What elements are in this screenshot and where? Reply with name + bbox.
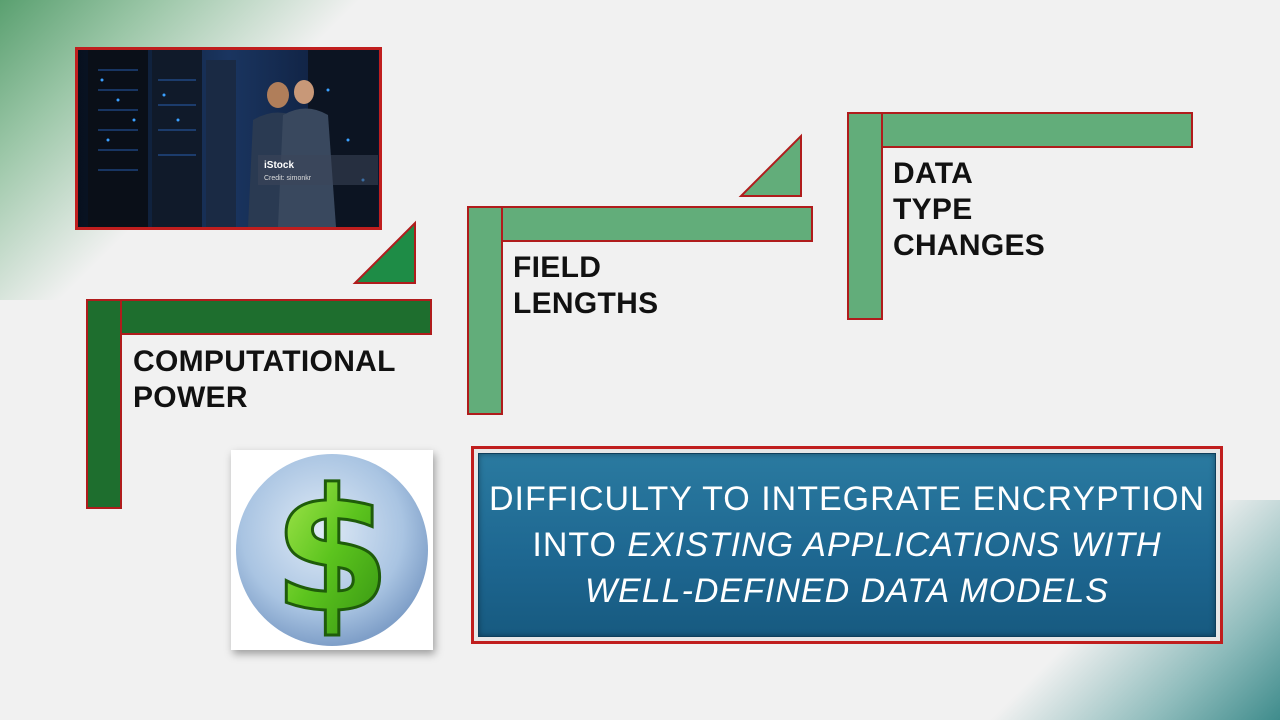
server-room-illustration: iStock Credit: simonkr: [78, 50, 379, 227]
banner-line-2-plain: INTO: [532, 526, 628, 564]
photo-credit: Credit: simonkr: [264, 175, 312, 182]
banner-line-3: WELL-DEFINED DATA MODELS: [489, 568, 1205, 614]
step-3-top-bar: [847, 112, 1193, 148]
step-3-label: DATA TYPE CHANGES: [893, 156, 1045, 264]
dollar-sign-icon: $: [236, 452, 428, 653]
step-1-label: COMPUTATIONAL POWER: [133, 344, 396, 416]
step-1-side-bar: [86, 299, 122, 509]
step-1-label-line2: POWER: [133, 381, 248, 414]
photo-watermark: iStock: [264, 160, 294, 171]
step-1-top-bar: [86, 299, 432, 335]
step-2-side-bar: [467, 206, 503, 415]
step-3-side-bar: [847, 112, 883, 320]
step-3-label-line2: CHANGES: [893, 229, 1046, 262]
dollar-icon: $: [231, 450, 433, 653]
dollar-symbol: $: [273, 453, 391, 650]
step-3-label-line1: DATA TYPE: [893, 157, 973, 226]
server-room-photo: iStock Credit: simonkr: [75, 47, 382, 230]
step-2-arrow-triangle: [738, 133, 802, 197]
banner-line-3-italic: WELL-DEFINED DATA MODELS: [584, 572, 1109, 610]
difficulty-banner: DIFFICULTY TO INTEGRATE ENCRYPTION INTO …: [471, 446, 1223, 644]
step-1-arrow-triangle: [352, 220, 416, 284]
step-1-label-line1: COMPUTATIONAL: [133, 345, 396, 378]
banner-line-1: DIFFICULTY TO INTEGRATE ENCRYPTION: [489, 480, 1205, 518]
step-2-top-bar: [467, 206, 813, 242]
banner-text-box: DIFFICULTY TO INTEGRATE ENCRYPTION INTO …: [478, 453, 1216, 637]
step-2-label: FIELD LENGTHS: [513, 251, 659, 320]
banner-line-2: INTO EXISTING APPLICATIONS WITH: [489, 522, 1205, 568]
banner-line-2-italic: EXISTING APPLICATIONS WITH: [627, 526, 1162, 564]
